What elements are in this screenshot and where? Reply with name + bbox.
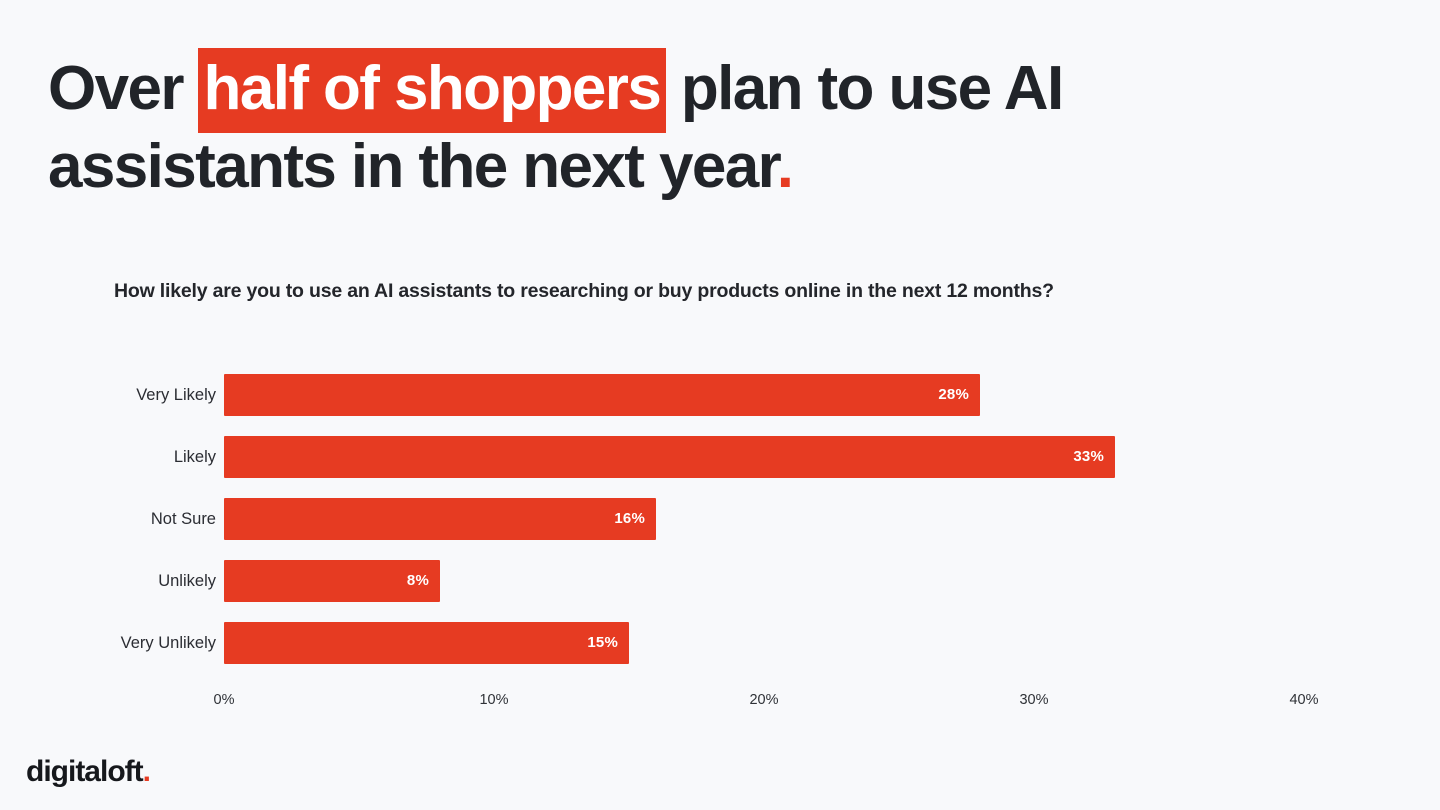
digitaloft-logo: digitaloft. — [26, 755, 151, 789]
bar-value-label: 16% — [614, 510, 645, 527]
bar-category-label: Likely — [173, 448, 216, 466]
bar-value-label: 28% — [938, 386, 969, 403]
bar-fill[interactable]: 33% — [224, 436, 1115, 478]
bar-row: Very Likely 28% — [0, 374, 1440, 416]
logo-wordmark: digitaloft — [26, 755, 144, 788]
headline-line-2: assistants in the next year. — [48, 128, 1388, 206]
bar-row: Unlikely 8% — [0, 560, 1440, 602]
bar-row: Very Unlikely 15% — [0, 622, 1440, 664]
chart-container: How likely are you to use an AI assistan… — [0, 262, 1440, 732]
bar-fill[interactable]: 15% — [224, 622, 629, 664]
x-axis: 0% 10% 20% 30% 40% — [0, 692, 1440, 722]
headline-line-1: Over half of shoppers plan to use AI — [48, 48, 1388, 133]
bar-track: 16% — [224, 498, 656, 540]
x-axis-tick-label: 40% — [1289, 692, 1319, 708]
headline-text-pre: Over — [48, 54, 199, 123]
bar-value-label: 8% — [406, 572, 429, 589]
bar-category-label: Not Sure — [150, 510, 216, 528]
logo-accent-period: . — [142, 755, 151, 788]
bar-track: 8% — [224, 560, 440, 602]
headline-accent-period: . — [776, 132, 794, 201]
bar-category-label: Unlikely — [158, 572, 216, 590]
bar-fill[interactable]: 16% — [224, 498, 656, 540]
bar-row: Likely 33% — [0, 436, 1440, 478]
bar-fill[interactable]: 28% — [224, 374, 980, 416]
bar-track: 33% — [224, 436, 1115, 478]
headline-highlight: half of shoppers — [197, 48, 667, 133]
bar-value-label: 15% — [587, 634, 618, 651]
bar-value-label: 33% — [1073, 448, 1104, 465]
headline-text-line2: assistants in the next year — [48, 132, 778, 201]
bar-track: 28% — [224, 374, 980, 416]
x-axis-tick-label: 0% — [213, 692, 235, 708]
bar-category-label: Very Likely — [136, 386, 216, 404]
x-axis-tick-label: 10% — [479, 692, 509, 708]
bar-track: 15% — [224, 622, 629, 664]
bar-fill[interactable]: 8% — [224, 560, 440, 602]
bar-category-label: Very Unlikely — [120, 634, 216, 652]
x-axis-tick-label: 30% — [1019, 692, 1049, 708]
bar-chart-plot-area: Very Likely 28% Likely 33% Not Sure 16% Unlike… — [0, 362, 1440, 732]
bar-row: Not Sure 16% — [0, 498, 1440, 540]
x-axis-tick-label: 20% — [749, 692, 779, 708]
chart-title: How likely are you to use an AI assistan… — [114, 280, 1054, 302]
headline-text-post: plan to use AI — [665, 54, 1064, 123]
page-headline: Over half of shoppers plan to use AI ass… — [48, 48, 1388, 206]
